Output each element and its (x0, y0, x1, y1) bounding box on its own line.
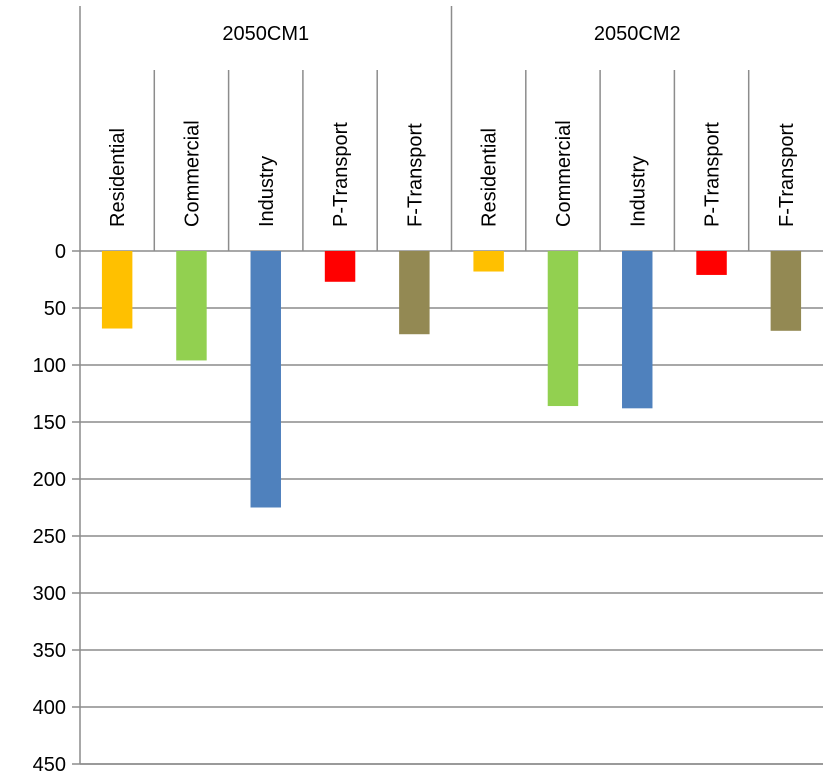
bar-p-transport (696, 251, 727, 275)
bars (101, 251, 802, 508)
bar-residential (473, 251, 504, 272)
bar-industry (250, 251, 281, 508)
category-label: F-Transport (404, 123, 426, 227)
y-tick-label: 0 (55, 241, 66, 263)
y-tick-label: 400 (33, 697, 66, 719)
y-tick-label: 350 (33, 640, 66, 662)
y-tick-label: 50 (44, 298, 66, 320)
category-label: Residential (107, 128, 129, 227)
category-label: Commercial (181, 120, 203, 227)
y-tick-label: 150 (33, 412, 66, 434)
group-label: 2050CM2 (594, 23, 681, 45)
y-tick-label: 100 (33, 355, 66, 377)
y-tick-label: 300 (33, 583, 66, 605)
category-label: Commercial (553, 120, 575, 227)
bar-residential (101, 251, 133, 329)
category-label: Residential (479, 128, 501, 227)
bar-commercial (176, 251, 207, 361)
bar-commercial (547, 251, 579, 407)
bar-industry (622, 251, 653, 409)
y-tick-label: 450 (33, 754, 66, 776)
category-label: P-Transport (330, 122, 352, 227)
group-label: 2050CM1 (222, 23, 309, 45)
category-label: P-Transport (702, 122, 724, 227)
y-tick-label: 250 (33, 526, 66, 548)
bar-f-transport (770, 251, 802, 331)
bar-f-transport (399, 251, 430, 335)
category-label: Industry (256, 156, 278, 227)
bar-p-transport (324, 251, 356, 282)
category-label: F-Transport (776, 123, 798, 227)
category-label: Industry (627, 156, 649, 227)
y-axis: 0 50 100 150 200 250 300 350 400 450 (33, 6, 81, 776)
y-tick-label: 200 (33, 469, 66, 491)
category-header: 2050CM1 Residential Commercial Industry P-Tr… (107, 6, 798, 251)
